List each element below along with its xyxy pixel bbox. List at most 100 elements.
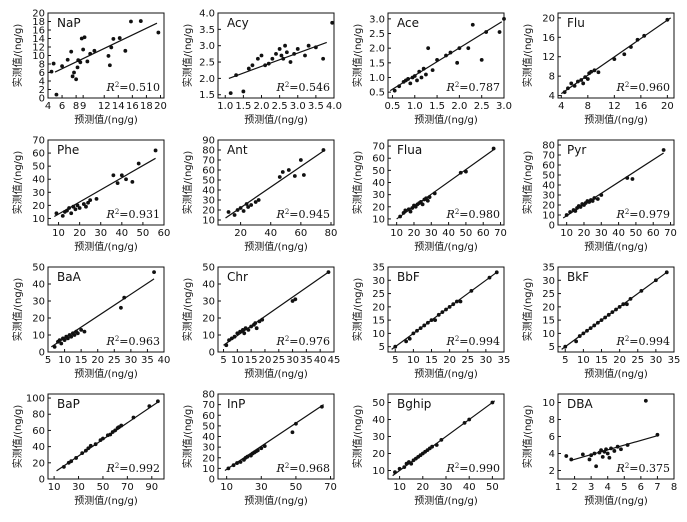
x-tick-label: 30	[480, 355, 493, 366]
y-tick-label: 15	[542, 316, 555, 327]
data-point	[635, 37, 640, 42]
y-tick-label: 4.0	[199, 9, 215, 20]
y-tick-label: 40	[372, 178, 385, 189]
plot-frame	[217, 139, 335, 226]
y-tick-label: 20	[372, 302, 385, 313]
data-point	[569, 457, 574, 462]
y-axis-label: 实测值/(ng/g)	[521, 405, 534, 469]
data-point	[84, 204, 88, 209]
data-point	[612, 57, 617, 62]
x-tick-label: 50	[486, 482, 499, 493]
data-point	[583, 75, 588, 80]
data-point	[72, 333, 77, 337]
y-tick-label: 50	[202, 263, 215, 274]
data-point	[156, 30, 161, 35]
data-point	[69, 334, 74, 339]
x-tick-label: 20	[408, 228, 421, 239]
r-squared-label: R2=0.787	[446, 81, 500, 94]
data-point	[619, 447, 623, 452]
panel-title: Acy	[227, 16, 249, 30]
panel-title: Bghip	[397, 397, 431, 411]
y-tick-label: 1.5	[369, 58, 385, 69]
y-tick-label: 30	[202, 443, 215, 454]
y-tick-label: 90	[202, 136, 215, 147]
y-axis-label: 实测值/(ng/g)	[11, 405, 24, 469]
panel-title: Phe	[57, 143, 79, 157]
data-point	[607, 455, 612, 460]
data-point	[119, 173, 124, 178]
y-axis-label: 实测值/(ng/g)	[181, 405, 194, 469]
data-point	[430, 444, 434, 449]
data-point	[136, 161, 141, 166]
data-point	[122, 295, 127, 300]
panel-nap: 4 6 8 9 12 14 16 18 2002468101214161820NaPR2=0.5…	[11, 9, 167, 127]
x-tick-label: 2.0	[451, 101, 467, 112]
data-point	[415, 78, 419, 83]
data-point	[458, 170, 463, 175]
y-tick-label: 20	[202, 314, 215, 325]
x-tick-label: 30	[650, 355, 663, 366]
y-tick-label: 6	[39, 68, 45, 79]
data-point	[603, 315, 608, 320]
data-point	[65, 336, 70, 341]
data-point	[111, 173, 116, 178]
panel-ant: 20 40 60 80102030405060708090AntR2=0.945预测值…	[181, 136, 337, 254]
data-point	[281, 56, 286, 61]
x-tick-label: 40	[314, 355, 327, 366]
data-point	[580, 452, 585, 457]
data-point	[94, 196, 99, 201]
data-point	[88, 198, 93, 203]
data-point	[653, 278, 658, 283]
r-squared-label: R2=0.968	[276, 462, 330, 475]
data-point	[427, 195, 432, 199]
x-tick-label: 20	[578, 228, 591, 239]
x-tick-label: 6	[638, 482, 644, 493]
y-tick-label: 25	[542, 289, 555, 300]
data-point	[599, 193, 604, 197]
y-tick-label: 10	[372, 466, 385, 477]
y-tick-label: 30	[202, 196, 215, 207]
x-tick-label: 5	[621, 482, 627, 493]
x-tick-label: 80	[325, 228, 338, 239]
x-tick-label: 8	[73, 101, 79, 112]
data-point	[426, 46, 431, 51]
y-tick-label: 0	[39, 348, 45, 359]
y-tick-label: 2.0	[369, 44, 385, 55]
data-point	[259, 53, 264, 58]
data-point	[74, 77, 79, 82]
x-tick-label: 60	[647, 228, 660, 239]
panel-title: BaP	[57, 397, 80, 411]
panel-title: Flu	[567, 16, 585, 30]
x-tick-label: 30	[440, 482, 453, 493]
data-point	[129, 19, 133, 24]
data-point	[467, 417, 472, 422]
data-point	[270, 56, 275, 61]
data-point	[283, 43, 287, 48]
data-point	[153, 148, 158, 153]
data-point	[407, 336, 412, 341]
y-tick-label: 20	[542, 302, 555, 313]
data-point	[435, 57, 439, 62]
data-point	[432, 191, 437, 196]
x-tick-label: 4	[45, 101, 51, 112]
y-tick-label: 60	[32, 426, 45, 437]
x-tick-label: 3.5	[308, 101, 324, 112]
data-point	[238, 460, 243, 464]
data-point	[490, 400, 495, 405]
data-point	[458, 299, 463, 304]
x-tick-label: 1.5	[235, 101, 251, 112]
data-point	[79, 328, 84, 332]
x-tick-label: 35	[498, 355, 511, 366]
data-point	[119, 423, 124, 428]
regression-line	[391, 271, 498, 350]
x-tick-label: 3.0	[290, 101, 306, 112]
y-tick-label: 10	[372, 329, 385, 340]
data-point	[629, 45, 633, 49]
data-point	[235, 208, 240, 212]
data-point	[590, 199, 595, 203]
data-point	[294, 421, 298, 426]
regression-line	[54, 157, 156, 218]
y-tick-label: 20	[372, 449, 385, 460]
x-tick-label: 10	[560, 228, 573, 239]
y-tick-label: 20	[32, 9, 45, 20]
